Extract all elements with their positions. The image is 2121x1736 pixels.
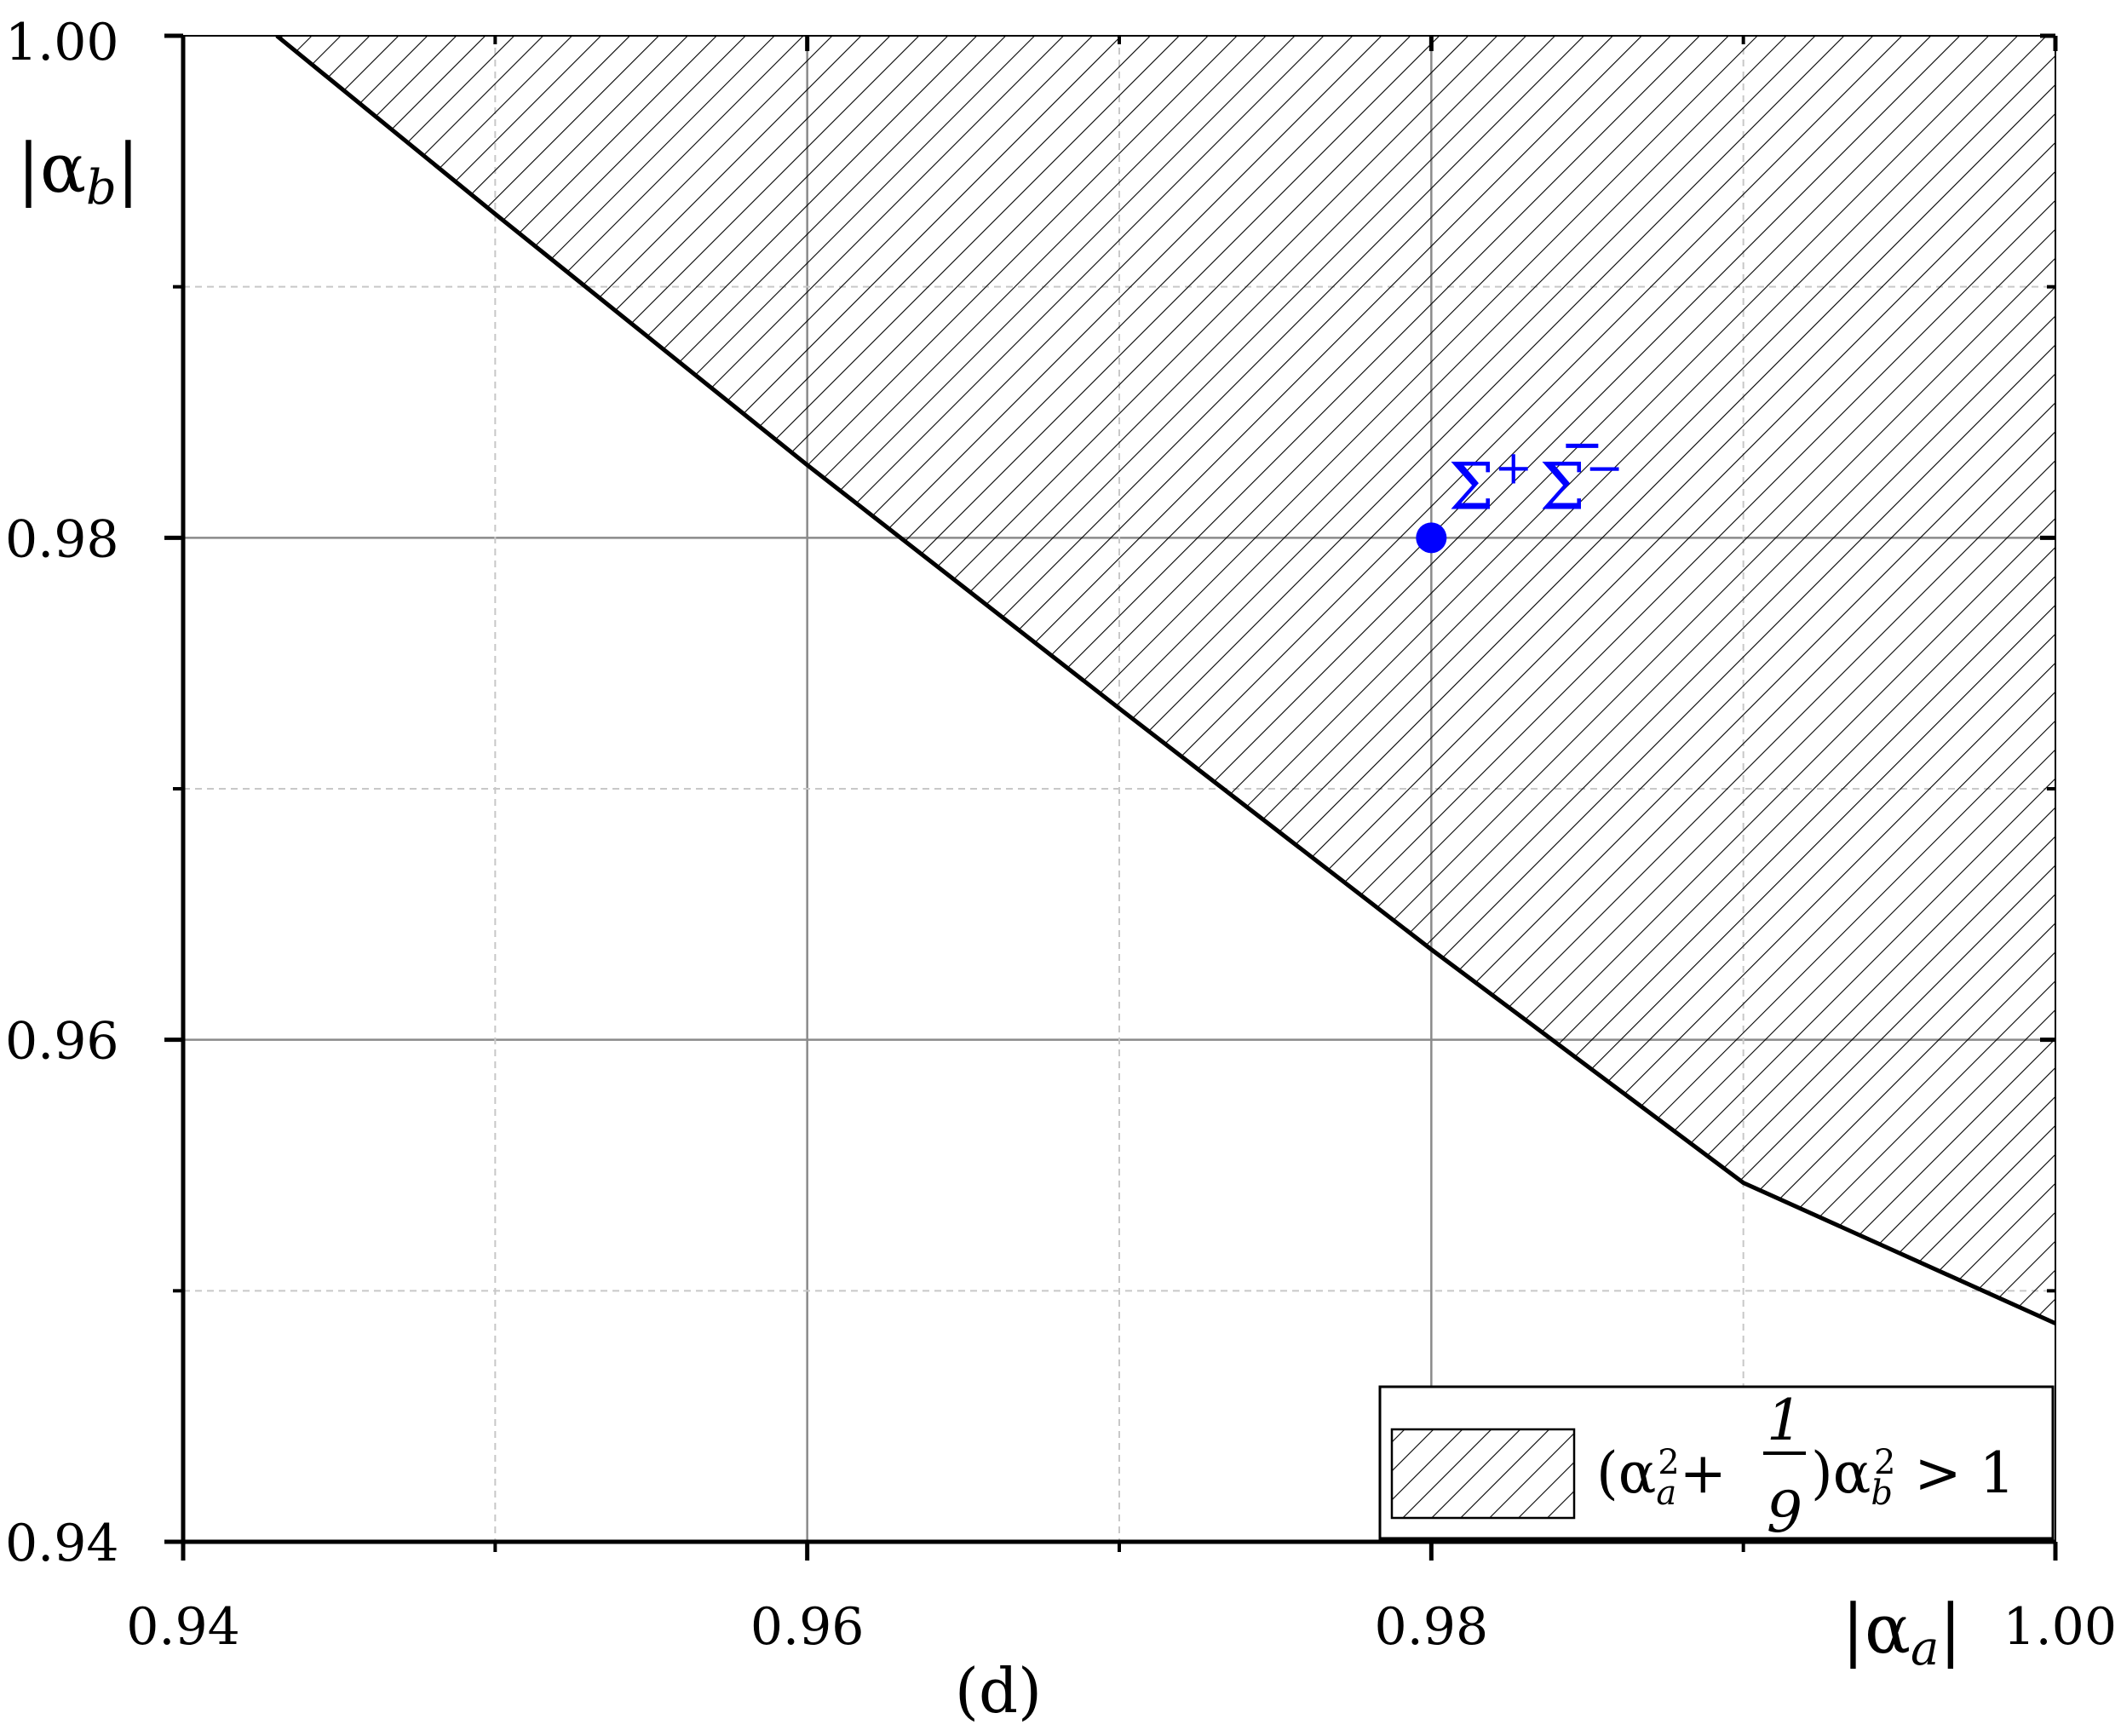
data-point-sigma [1416, 522, 1447, 554]
x-axis-title: |αa| [1842, 1589, 1962, 1676]
y-tick-labels: 0.94 0.96 0.98 1.00 [5, 13, 119, 1573]
x-tick-labels: 0.94 0.96 0.98 1.00 [126, 1597, 2117, 1657]
boundary-curve [275, 36, 2055, 1325]
legend-swatch [1390, 1428, 1576, 1520]
x-tick-label: 0.98 [1375, 1597, 1489, 1657]
legend-frac-den: 9 [1767, 1480, 1802, 1545]
legend-label-tail: )αb2 > 1 [1811, 1440, 2015, 1513]
axes-frame [164, 33, 2058, 1561]
point-label: Σ+ Σ− [1448, 440, 1624, 524]
x-tick-label: 0.94 [126, 1597, 240, 1657]
y-tick-label: 1.00 [5, 13, 119, 72]
legend: (αa2+ 1 9 )αb2 > 1 [1378, 1385, 2055, 1545]
hatched-region [276, 36, 2055, 1324]
legend-frac-num: 1 [1767, 1388, 1802, 1453]
x-tick-label: 1.00 [2003, 1597, 2117, 1657]
panel-label: (d) [955, 1655, 1042, 1727]
y-tick-label: 0.98 [5, 509, 119, 569]
legend-label: (αa2+ [1596, 1440, 1727, 1513]
y-tick-label: 0.94 [5, 1514, 119, 1573]
y-tick-label: 0.96 [5, 1012, 119, 1072]
y-axis-title: |αb| [17, 129, 140, 216]
x-tick-label: 0.96 [750, 1597, 865, 1657]
